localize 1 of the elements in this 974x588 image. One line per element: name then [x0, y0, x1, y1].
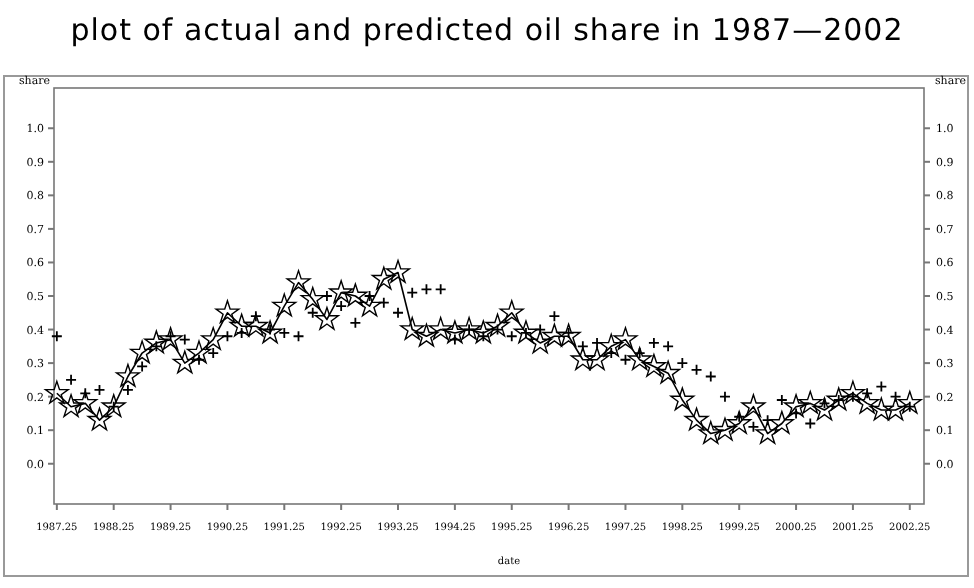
- chart-title: plot of actual and predicted oil share in 1987—2002: [70, 12, 904, 48]
